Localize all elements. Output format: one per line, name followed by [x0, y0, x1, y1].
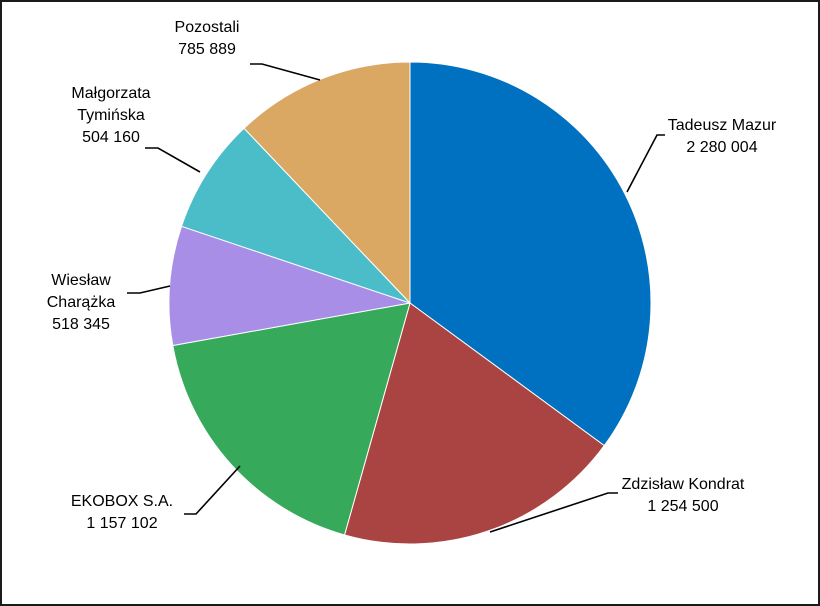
data-label: Małgorzata Tymińska 504 160 [71, 85, 150, 146]
leader-lines [127, 63, 665, 533]
data-label-value: 504 160 [82, 129, 140, 146]
data-label-value: 2 280 004 [686, 139, 757, 156]
data-labels: Tadeusz Mazur 2 280 004 Zdzisław Kondrat 1 … [47, 19, 777, 532]
leader-line [127, 285, 171, 294]
pie-slice [243, 61, 411, 305]
data-label-name: Pozostali [175, 19, 240, 36]
leader-line [489, 492, 618, 533]
data-label-value: 518 345 [52, 316, 110, 333]
pie-slice [172, 302, 411, 536]
pie-slices [168, 61, 652, 545]
data-label-value: 1 157 102 [86, 515, 157, 532]
leader-line [145, 147, 201, 173]
pie-slice [409, 61, 652, 447]
pie-slice [180, 127, 411, 304]
data-label: EKOBOX S.A. 1 157 102 [71, 493, 173, 532]
data-label: Pozostali 785 889 [175, 19, 240, 58]
data-label-value: 1 254 500 [647, 498, 718, 515]
data-label-name: EKOBOX S.A. [71, 493, 173, 510]
leader-line [184, 465, 241, 515]
leader-line [626, 134, 665, 193]
data-label: Zdzisław Kondrat 1 254 500 [622, 476, 745, 515]
leader-line [250, 63, 321, 81]
data-label-name: Tadeusz Mazur [668, 117, 777, 134]
data-label-value: 785 889 [178, 41, 236, 58]
data-label-name: Charążka [47, 294, 116, 311]
data-label: Wiesław Charążka 518 345 [47, 272, 116, 333]
data-label-name: Zdzisław Kondrat [622, 476, 745, 493]
data-label-name: Tymińska [77, 107, 145, 124]
data-label: Tadeusz Mazur 2 280 004 [668, 117, 777, 156]
data-label-name: Małgorzata [71, 85, 150, 102]
data-label-name: Wiesław [51, 272, 111, 289]
pie-slice [343, 302, 605, 545]
